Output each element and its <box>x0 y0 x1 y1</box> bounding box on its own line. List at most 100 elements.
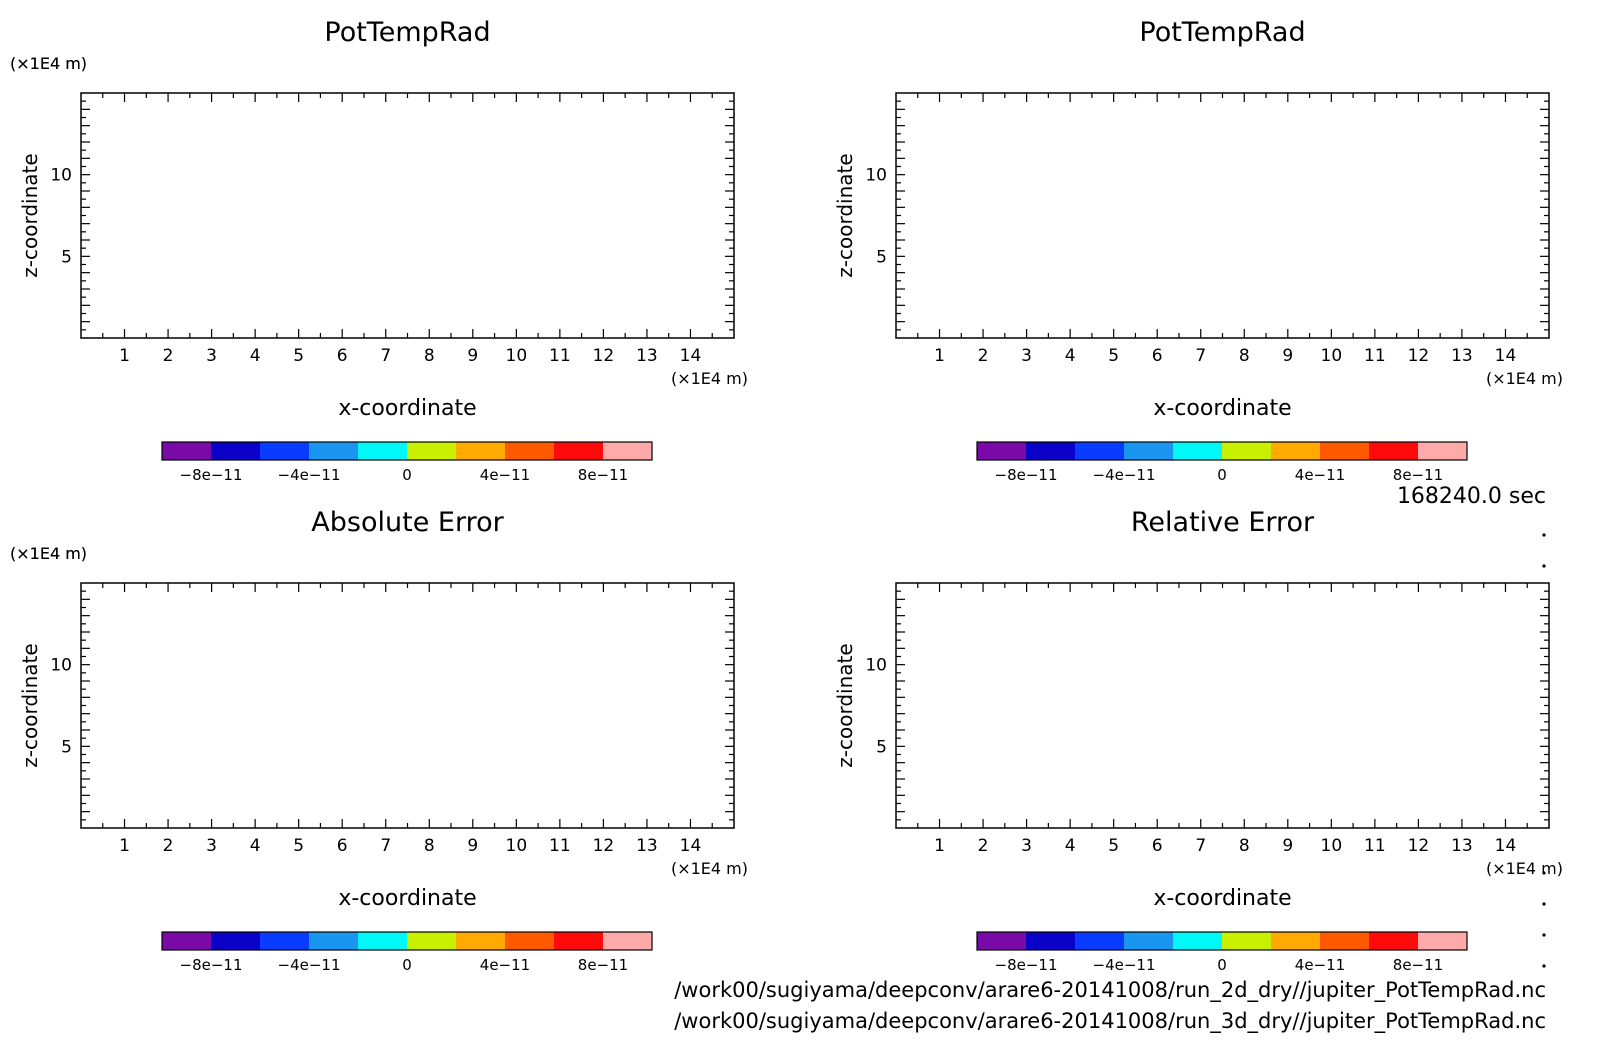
colorbar-segment <box>554 932 604 950</box>
x-tick-label: 8 <box>424 346 435 366</box>
x-tick-label: 12 <box>593 346 615 366</box>
chart-title: Absolute Error <box>311 507 504 538</box>
colorbar-label: 0 <box>1217 466 1227 484</box>
x-tick-label: 11 <box>549 346 571 366</box>
x-tick-label: 8 <box>424 836 435 856</box>
edge-dot <box>1542 902 1546 906</box>
colorbar-segment <box>211 442 261 460</box>
x-tick-label: 9 <box>1282 836 1293 856</box>
colorbar-segment <box>260 442 310 460</box>
plot-frame <box>895 582 1550 829</box>
x-tick-label: 12 <box>1408 836 1430 856</box>
x-tick-label: 7 <box>1195 346 1206 366</box>
colorbar-label: 8e−11 <box>578 466 628 484</box>
x-tick-label: 13 <box>1451 346 1473 366</box>
y-tick-label: 5 <box>876 247 887 267</box>
chart-panel-1: PotTempRad(×1E4 m)1 2 3 4 5 6 7 8 9 10 11 12 13 14510… <box>10 17 748 484</box>
colorbar-frame <box>161 441 653 461</box>
y-tick-label: 10 <box>865 656 887 676</box>
colorbar-label: −8e−11 <box>995 956 1058 974</box>
colorbar-segment <box>1222 442 1272 460</box>
x-tick-label: 10 <box>506 836 528 856</box>
x-axis-title: x-coordinate <box>338 886 476 911</box>
colorbar-segment <box>1173 932 1223 950</box>
edge-dot <box>1542 564 1546 568</box>
colorbar-label: 4e−11 <box>1295 956 1345 974</box>
x-tick-label: 2 <box>978 836 989 856</box>
colorbar-segment <box>1320 442 1370 460</box>
x-axis-title: x-coordinate <box>1153 396 1291 421</box>
colorbar-label: 0 <box>1217 956 1227 974</box>
x-tick-label: 7 <box>380 346 391 366</box>
colorbar-segment <box>1369 442 1419 460</box>
colorbar-label: 0 <box>402 466 412 484</box>
colorbar-segment <box>1173 442 1223 460</box>
colorbar-segment <box>260 932 310 950</box>
x-axis-title: x-coordinate <box>338 396 476 421</box>
colorbar-label: −4e−11 <box>278 956 341 974</box>
x-unit-label: (×1E4 m) <box>671 859 748 878</box>
x-tick-label: 5 <box>293 346 304 366</box>
x-tick-label: 9 <box>467 346 478 366</box>
plot-frame <box>895 92 1550 339</box>
colorbar-segment <box>456 442 506 460</box>
colorbar-frame <box>161 931 653 951</box>
colorbar-label: 4e−11 <box>1295 466 1345 484</box>
colorbar-segment <box>407 442 457 460</box>
y-tick-label: 5 <box>61 247 72 267</box>
colorbar-segment <box>1124 442 1174 460</box>
colorbar-segment <box>407 932 457 950</box>
x-tick-label: 7 <box>1195 836 1206 856</box>
colorbar-segment <box>554 442 604 460</box>
colorbar-segment <box>358 442 408 460</box>
x-tick-label: 10 <box>1321 346 1343 366</box>
plot-frame <box>80 92 735 339</box>
colorbar-segment <box>1418 932 1468 950</box>
colorbar-frame <box>976 441 1468 461</box>
x-tick-label: 9 <box>467 836 478 856</box>
edge-dot <box>1542 533 1546 537</box>
colorbar-label: −4e−11 <box>1093 466 1156 484</box>
x-axis-title: x-coordinate <box>1153 886 1291 911</box>
chart-panel-3: Absolute Error(×1E4 m)1 2 3 4 5 6 7 8 9 10 11 12 13 1… <box>10 507 748 974</box>
colorbar-segment <box>309 932 359 950</box>
x-tick-label: 14 <box>1495 346 1517 366</box>
y-axis-title: z-coordinate <box>833 643 857 767</box>
x-tick-label: 13 <box>636 346 658 366</box>
colorbar-segment <box>1222 932 1272 950</box>
x-tick-label: 13 <box>636 836 658 856</box>
x-tick-label: 5 <box>293 836 304 856</box>
y-unit-label: (×1E4 m) <box>10 544 87 563</box>
x-tick-label: 7 <box>380 836 391 856</box>
file-path-2: /work00/sugiyama/deepconv/arare6-2014100… <box>674 1009 1546 1033</box>
colorbar-label: 4e−11 <box>480 466 530 484</box>
x-tick-label: 14 <box>680 346 702 366</box>
chart-title: PotTempRad <box>1139 17 1305 48</box>
colorbar-segment <box>1369 932 1419 950</box>
colorbar-segment <box>1320 932 1370 950</box>
colorbar-label: −8e−11 <box>180 466 243 484</box>
x-tick-label: 13 <box>1451 836 1473 856</box>
x-tick-label: 1 <box>934 836 945 856</box>
colorbar-label: −8e−11 <box>180 956 243 974</box>
x-tick-label: 4 <box>1065 346 1076 366</box>
x-tick-label: 2 <box>163 346 174 366</box>
y-axis-title: z-coordinate <box>18 643 42 767</box>
chart-panel-4: Relative Error(×1E4 m)1 2 3 4 5 6 7 8 9 10 11 12 13 1… <box>10 507 1563 974</box>
x-tick-label: 12 <box>1408 346 1430 366</box>
file-path-1: /work00/sugiyama/deepconv/arare6-2014100… <box>674 978 1546 1002</box>
y-tick-label: 10 <box>50 656 72 676</box>
chart-title: Relative Error <box>1131 507 1315 538</box>
colorbar-segment <box>1418 442 1468 460</box>
x-tick-label: 2 <box>978 346 989 366</box>
colorbar-segment <box>1124 932 1174 950</box>
colorbar-segment <box>1271 932 1321 950</box>
x-tick-label: 4 <box>250 346 261 366</box>
y-axis-title: z-coordinate <box>833 153 857 277</box>
colorbar-segment <box>603 442 653 460</box>
colorbar-label: 8e−11 <box>1393 466 1443 484</box>
x-tick-label: 11 <box>1364 346 1386 366</box>
x-tick-label: 10 <box>1321 836 1343 856</box>
y-unit-label: (×1E4 m) <box>10 54 87 73</box>
colorbar-segment <box>1026 932 1076 950</box>
